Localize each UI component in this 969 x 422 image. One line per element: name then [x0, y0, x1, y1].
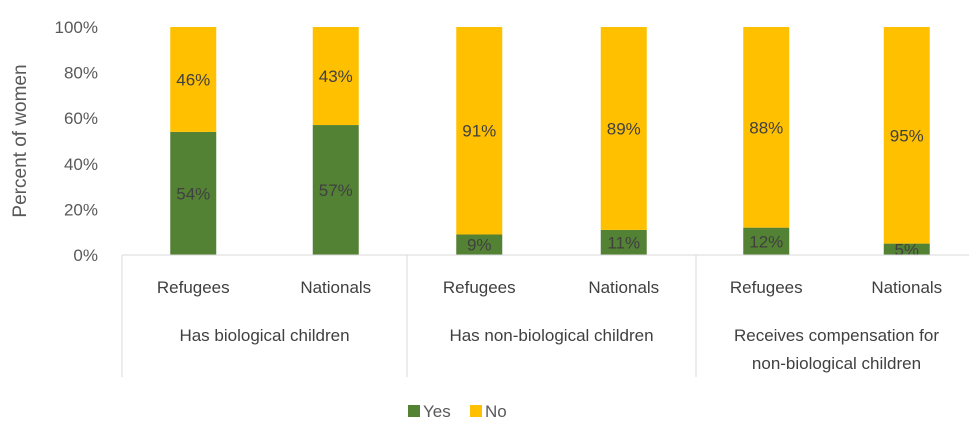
data-label-no-4: 88% — [749, 118, 783, 137]
bar-yes-1 — [312, 125, 359, 255]
data-label-no-5: 95% — [890, 126, 924, 145]
category-label: Refugees — [157, 278, 230, 297]
y-axis-title: Percent of women — [10, 64, 31, 217]
data-label-no-2: 91% — [462, 122, 496, 141]
legend-swatch-no — [470, 405, 482, 417]
category-label: Nationals — [300, 278, 371, 297]
y-tick-label: 40% — [64, 155, 98, 174]
y-tick-label: 0% — [73, 246, 98, 265]
y-tick-label: 60% — [64, 109, 98, 128]
group-label: Receives compensation for — [734, 326, 939, 345]
bar-no-1 — [312, 27, 359, 126]
bar-yes-5 — [883, 243, 930, 255]
category-label: Refugees — [443, 278, 516, 297]
bar-yes-2 — [456, 234, 503, 255]
y-tick-label: 80% — [64, 64, 98, 83]
bar-yes-0 — [170, 131, 217, 255]
bar-no-4 — [743, 27, 790, 228]
data-label-yes-1: 57% — [319, 181, 353, 200]
legend-swatch-yes — [408, 405, 420, 417]
data-label-yes-3: 11% — [607, 233, 640, 252]
bar-yes-4 — [743, 227, 790, 255]
bar-no-3 — [600, 27, 647, 230]
bar-no-0 — [170, 27, 217, 132]
category-label: Nationals — [871, 278, 942, 297]
bar-no-5 — [883, 27, 930, 244]
data-label-yes-4: 12% — [749, 232, 783, 251]
y-tick-label: 20% — [64, 200, 98, 219]
category-label: Refugees — [730, 278, 803, 297]
group-label: non-biological children — [752, 354, 921, 373]
data-label-yes-2: 9% — [467, 236, 492, 255]
data-label-no-3: 89% — [607, 119, 641, 138]
data-label-no-1: 43% — [319, 67, 353, 86]
data-label-yes-0: 54% — [176, 184, 210, 203]
group-label: Has biological children — [179, 326, 349, 345]
y-tick-label: 100% — [55, 18, 98, 37]
bar-no-2 — [456, 27, 503, 235]
legend-label-no: No — [485, 402, 507, 421]
legend-label-yes: Yes — [423, 402, 451, 421]
group-label: Has non-biological children — [449, 326, 653, 345]
data-label-no-0: 46% — [176, 70, 210, 89]
category-label: Nationals — [588, 278, 659, 297]
bar-yes-3 — [600, 229, 647, 255]
